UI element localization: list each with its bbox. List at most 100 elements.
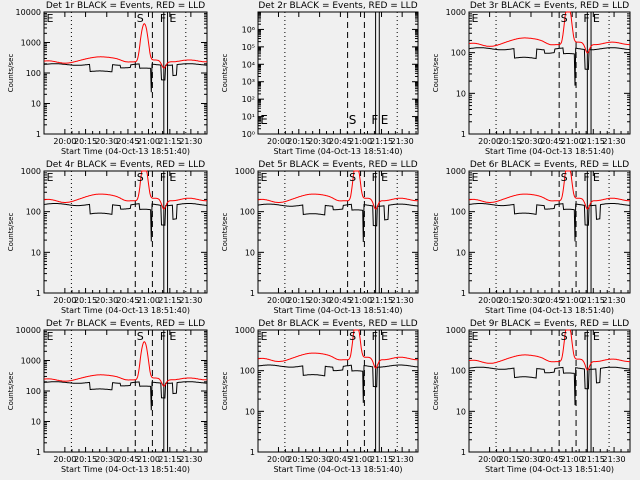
panel-det-1: Det 1r BLACK = Events, RED = LLD 1 10 100 10…: [7, 1, 208, 156]
lld-series-line: [469, 170, 630, 210]
y-axis-label: Counts/sec: [432, 54, 440, 93]
phase-marker-label: E: [169, 330, 176, 343]
x-tick-label: 20:30: [95, 455, 118, 464]
phase-marker-label: F: [583, 171, 589, 184]
panel-det-9: Det 9r BLACK = Events, RED = LLD 1 10 100 10…: [432, 319, 631, 474]
x-tick-label: 21:30: [179, 296, 202, 305]
y-axis-label: Counts/sec: [7, 213, 15, 252]
y-tick-label: 1000: [21, 167, 41, 176]
x-tick-label: 21:15: [582, 137, 605, 146]
y-tick-label: 100: [451, 367, 466, 376]
y-tick-label: 1: [36, 130, 41, 139]
y-tick-label: 10³: [242, 78, 255, 87]
panel-det-6: Det 6r BLACK = Events, RED = LLD 1 10 100 10…: [432, 160, 631, 315]
phase-marker-label: F: [372, 330, 378, 343]
x-tick-label: 20:30: [308, 137, 331, 146]
y-tick-label: 10: [456, 248, 466, 257]
phase-marker-label: F: [160, 330, 166, 343]
phase-marker-label: S: [137, 171, 144, 184]
x-tick-label: 20:45: [540, 137, 563, 146]
panel-title: Det 3r BLACK = Events, RED = LLD: [470, 1, 629, 11]
phase-marker-label: F: [583, 12, 589, 25]
y-tick-label: 10: [245, 407, 255, 416]
plot-frame: [468, 170, 631, 294]
panel-det-8: Det 8r BLACK = Events, RED = LLD 1 10 100 10…: [221, 319, 419, 474]
x-tick-label: 21:00: [349, 137, 372, 146]
phase-marker-label: F: [371, 113, 378, 127]
plot-frame: [43, 329, 208, 453]
x-tick-label: 20:00: [478, 137, 501, 146]
x-tick-label: 20:00: [267, 296, 290, 305]
y-tick-label: 100: [26, 387, 41, 396]
y-tick-label: 1: [36, 289, 41, 298]
phase-marker-label: S: [561, 12, 568, 25]
y-tick-label: 1: [36, 448, 41, 457]
x-tick-label: 21:15: [158, 296, 181, 305]
events-series-line: [257, 203, 418, 243]
phase-marker-label: E: [593, 12, 600, 25]
x-tick-label: 20:45: [329, 296, 352, 305]
x-tick-label: 20:45: [540, 296, 563, 305]
panel-det-3: Det 3r BLACK = Events, RED = LLD 1 10 100 10…: [432, 1, 631, 156]
events-series-line: [43, 203, 207, 242]
x-tick-label: 20:15: [287, 296, 310, 305]
phase-marker-label: E: [593, 330, 600, 343]
phase-marker-label: S: [349, 330, 356, 343]
panel-title: Det 1r BLACK = Events, RED = LLD: [46, 1, 205, 11]
x-tick-label: 21:00: [349, 455, 372, 464]
x-axis-label: Start Time (04-Oct-13 18:51:40): [273, 465, 402, 474]
phase-marker-label: E: [47, 330, 54, 343]
x-tick-label: 20:30: [519, 137, 542, 146]
y-tick-label: 10000: [16, 326, 41, 335]
y-axis-label: Counts/sec: [432, 213, 440, 252]
plot-frame: [468, 11, 631, 135]
x-axis-label: Start Time (04-Oct-13 18:51:40): [273, 306, 402, 315]
x-axis-label: Start Time (04-Oct-13 18:51:40): [273, 147, 402, 156]
y-tick-label: 10⁵: [242, 43, 255, 52]
y-tick-label: 1000: [446, 167, 466, 176]
phase-marker-label: E: [47, 12, 54, 25]
y-tick-label: 1: [461, 448, 466, 457]
x-tick-label: 20:15: [499, 137, 522, 146]
panel-det-4: Det 4r BLACK = Events, RED = LLD 1 10 100 10…: [7, 160, 208, 315]
x-tick-label: 20:15: [74, 296, 97, 305]
x-tick-label: 20:00: [478, 455, 501, 464]
panel-title: Det 8r BLACK = Events, RED = LLD: [258, 319, 417, 329]
x-tick-label: 20:45: [540, 455, 563, 464]
plot-frame: [257, 329, 419, 453]
phase-marker-label: E: [472, 12, 479, 25]
x-tick-label: 20:15: [74, 455, 97, 464]
y-tick-label: 10⁰: [242, 130, 255, 139]
y-tick-label: 1000: [235, 167, 255, 176]
y-tick-label: 10: [456, 407, 466, 416]
x-tick-label: 20:15: [499, 455, 522, 464]
phase-marker-label: E: [381, 113, 389, 127]
x-tick-label: 20:45: [116, 455, 139, 464]
plot-frame: [257, 11, 419, 135]
x-tick-label: 20:15: [499, 296, 522, 305]
panel-title: Det 2r BLACK = Events, RED = LLD: [258, 1, 417, 11]
x-tick-label: 21:15: [158, 455, 181, 464]
x-tick-label: 20:30: [308, 296, 331, 305]
panel-title: Det 4r BLACK = Events, RED = LLD: [46, 160, 205, 170]
events-series-line: [468, 203, 630, 242]
x-tick-label: 21:30: [603, 296, 626, 305]
x-tick-label: 20:00: [267, 455, 290, 464]
panel-title: Det 7r BLACK = Events, RED = LLD: [46, 319, 205, 329]
phase-marker-label: E: [260, 113, 268, 127]
x-tick-label: 20:00: [53, 455, 76, 464]
x-tick-label: 20:00: [53, 296, 76, 305]
panel-title: Det 9r BLACK = Events, RED = LLD: [470, 319, 629, 329]
lld-series-line: [44, 170, 207, 210]
plot-frame: [43, 11, 208, 135]
y-tick-label: 100: [26, 208, 41, 217]
events-series-line: [257, 364, 419, 403]
phase-marker-label: E: [381, 330, 388, 343]
lld-series-line: [43, 23, 207, 69]
y-tick-label: 10: [31, 100, 41, 109]
phase-marker-label: F: [583, 330, 589, 343]
x-tick-label: 21:15: [370, 137, 393, 146]
phase-marker-label: E: [169, 12, 176, 25]
x-tick-label: 20:30: [519, 455, 542, 464]
phase-marker-label: E: [169, 171, 176, 184]
